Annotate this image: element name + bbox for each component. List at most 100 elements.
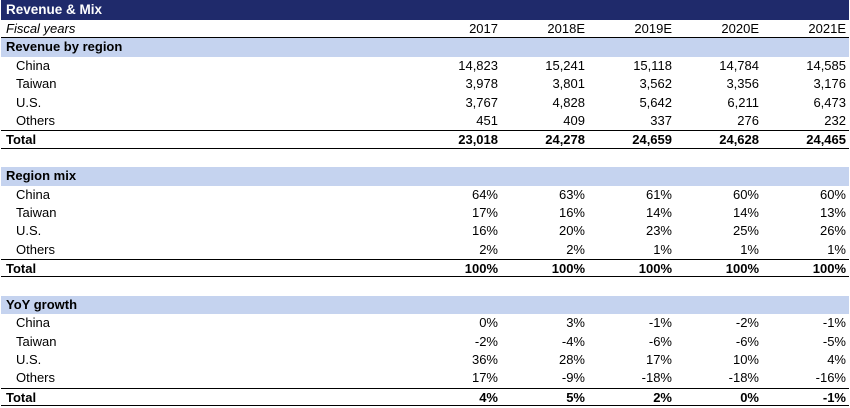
- value-cell: 28%: [558, 352, 585, 368]
- value-cell: 25%: [732, 223, 759, 239]
- total-value-cell: 24,465: [806, 132, 846, 148]
- row-label: Taiwan: [16, 333, 57, 349]
- value-cell: 2%: [566, 241, 585, 257]
- total-value-cell: -1%: [822, 389, 846, 405]
- value-cell: 409: [563, 112, 585, 128]
- value-cell: 14,784: [719, 57, 759, 73]
- value-cell: 337: [650, 112, 672, 128]
- value-cell: 64%: [471, 186, 498, 202]
- value-cell: 3%: [566, 315, 585, 331]
- value-cell: 3,176: [813, 76, 846, 92]
- value-cell: 61%: [645, 186, 672, 202]
- value-cell: 36%: [471, 352, 498, 368]
- value-cell: -5%: [822, 333, 846, 349]
- total-value-cell: 23,018: [458, 132, 498, 148]
- year-header: 2020E: [721, 21, 759, 36]
- total-label: Total: [6, 132, 37, 148]
- total-value-cell: 24,278: [545, 132, 585, 148]
- table-row: U.S. 16% 20% 23% 25% 26%: [1, 222, 849, 240]
- value-cell: -2%: [474, 333, 498, 349]
- value-cell: 60%: [819, 186, 846, 202]
- value-cell: 23%: [645, 223, 672, 239]
- total-value-cell: 0%: [740, 389, 759, 405]
- total-value-cell: 24,628: [719, 132, 759, 148]
- value-cell: 17%: [471, 370, 498, 386]
- value-cell: 6,473: [813, 94, 846, 110]
- total-row: Total 23,018 24,278 24,659 24,628 24,465: [1, 130, 849, 149]
- value-cell: 3,356: [726, 76, 759, 92]
- row-label: Others: [16, 112, 56, 128]
- table-row: China 64% 63% 61% 60% 60%: [1, 186, 849, 204]
- table-row: Others 17% -9% -18% -18% -16%: [1, 369, 849, 387]
- total-value-cell: 100%: [812, 261, 846, 277]
- value-cell: 20%: [558, 223, 585, 239]
- row-label: Others: [16, 241, 56, 257]
- value-cell: 3,562: [639, 76, 672, 92]
- value-cell: -4%: [561, 333, 585, 349]
- value-cell: -6%: [735, 333, 759, 349]
- value-cell: 60%: [732, 186, 759, 202]
- value-cell: -18%: [728, 370, 759, 386]
- total-value-cell: 4%: [479, 389, 498, 405]
- value-cell: 1%: [740, 241, 759, 257]
- table-row: China 14,823 15,241 15,118 14,784 14,585: [1, 57, 849, 75]
- total-row: Total 100% 100% 100% 100% 100%: [1, 259, 849, 278]
- section-heading-revenue-by-region: Revenue by region: [1, 38, 849, 57]
- table-row: Others 451 409 337 276 232: [1, 112, 849, 130]
- total-value-cell: 24,659: [632, 132, 672, 148]
- section-heading-yoy-growth: YoY growth: [1, 295, 849, 315]
- value-cell: 14%: [732, 204, 759, 220]
- value-cell: 3,801: [552, 76, 585, 92]
- row-label: Others: [16, 370, 56, 386]
- total-value-cell: 100%: [725, 261, 759, 277]
- section-spacer: [1, 277, 849, 295]
- row-label: U.S.: [16, 352, 42, 368]
- value-cell: 10%: [732, 352, 759, 368]
- total-row: Total 4% 5% 2% 0% -1%: [1, 387, 849, 407]
- table-row: U.S. 36% 28% 17% 10% 4%: [1, 351, 849, 369]
- row-label: Taiwan: [16, 204, 57, 220]
- fiscal-years-header-row: Fiscal years 2017 2018E 2019E 2020E 2021…: [1, 20, 849, 39]
- value-cell: 1%: [653, 241, 672, 257]
- value-cell: 6,211: [727, 94, 759, 110]
- value-cell: -16%: [815, 370, 846, 386]
- value-cell: 15,118: [633, 57, 672, 73]
- value-cell: 26%: [819, 223, 846, 239]
- value-cell: 3,767: [465, 94, 498, 110]
- year-header: 2018E: [547, 21, 585, 36]
- value-cell: 16%: [471, 223, 498, 239]
- row-label: Taiwan: [16, 76, 57, 92]
- total-value-cell: 100%: [551, 261, 585, 277]
- value-cell: -18%: [641, 370, 672, 386]
- value-cell: -1%: [822, 315, 846, 331]
- value-cell: 15,241: [545, 57, 585, 73]
- value-cell: -1%: [648, 315, 672, 331]
- value-cell: 14,823: [458, 57, 498, 73]
- value-cell: -2%: [735, 315, 759, 331]
- value-cell: 2%: [479, 241, 498, 257]
- value-cell: -6%: [648, 333, 672, 349]
- section-spacer: [1, 149, 849, 167]
- table-row: Taiwan 3,978 3,801 3,562 3,356 3,176: [1, 75, 849, 93]
- value-cell: 16%: [558, 204, 585, 220]
- value-cell: 4%: [827, 352, 846, 368]
- section-heading-region-mix: Region mix: [1, 167, 849, 186]
- table-row: U.S. 3,767 4,828 5,642 6,211 6,473: [1, 94, 849, 112]
- value-cell: 3,978: [465, 76, 498, 92]
- value-cell: -9%: [561, 370, 585, 386]
- total-value-cell: 5%: [566, 389, 585, 405]
- row-label: China: [16, 315, 50, 331]
- year-header: 2017: [469, 21, 498, 36]
- table-row: China 0% 3% -1% -2% -1%: [1, 314, 849, 332]
- total-value-cell: 100%: [638, 261, 672, 277]
- section-heading-label: Revenue by region: [6, 39, 123, 55]
- table-row: Others 2% 2% 1% 1% 1%: [1, 241, 849, 259]
- section-heading-label: Region mix: [6, 168, 77, 184]
- value-cell: 276: [737, 112, 759, 128]
- total-label: Total: [6, 261, 37, 277]
- total-label: Total: [6, 389, 37, 405]
- fiscal-years-label: Fiscal years: [6, 21, 76, 36]
- value-cell: 17%: [471, 204, 498, 220]
- total-value-cell: 100%: [464, 261, 498, 277]
